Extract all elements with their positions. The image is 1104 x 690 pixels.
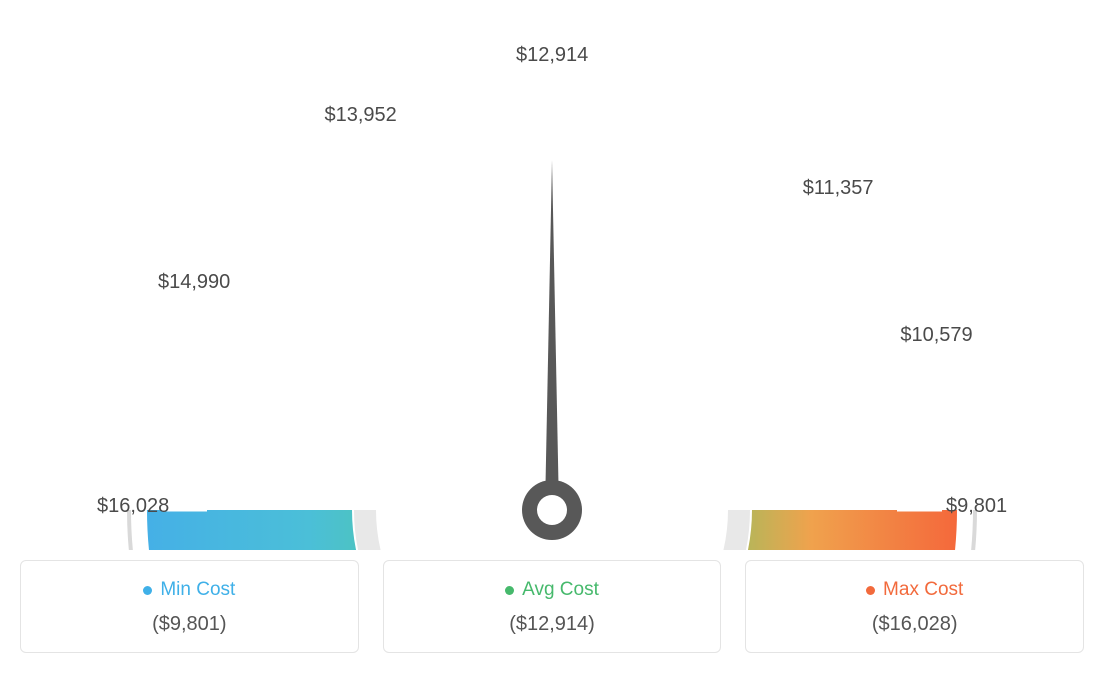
scale-label: $11,357	[803, 177, 874, 200]
legend-card-avg: Avg Cost ($12,914)	[383, 560, 722, 653]
scale-label: $13,952	[325, 104, 397, 127]
gauge-area: $9,801 $10,579 $11,357 $12,914 $13,952 $14,99…	[20, 20, 1084, 550]
legend-dot-max	[866, 586, 875, 595]
legend-value-max: ($16,028)	[756, 613, 1073, 636]
legend-title-min: Min Cost	[143, 579, 235, 601]
legend-dot-min	[143, 586, 152, 595]
scale-label: $14,990	[158, 271, 230, 294]
legend-row: Min Cost ($9,801) Avg Cost ($12,914) Max…	[20, 560, 1084, 653]
legend-card-min: Min Cost ($9,801)	[20, 560, 359, 653]
legend-label-min: Min Cost	[160, 579, 235, 601]
legend-label-avg: Avg Cost	[522, 579, 599, 601]
legend-value-avg: ($12,914)	[394, 613, 711, 636]
legend-title-max: Max Cost	[866, 579, 963, 601]
legend-label-max: Max Cost	[883, 579, 963, 601]
legend-title-avg: Avg Cost	[505, 579, 599, 601]
legend-value-min: ($9,801)	[31, 613, 348, 636]
scale-label: $16,028	[97, 495, 169, 518]
legend-card-max: Max Cost ($16,028)	[745, 560, 1084, 653]
legend-dot-avg	[505, 586, 514, 595]
gauge-chart-container: $9,801 $10,579 $11,357 $12,914 $13,952 $14,99…	[20, 20, 1084, 653]
scale-label: $10,579	[900, 324, 972, 347]
scale-label: $9,801	[946, 495, 1007, 518]
scale-label: $12,914	[516, 44, 588, 67]
